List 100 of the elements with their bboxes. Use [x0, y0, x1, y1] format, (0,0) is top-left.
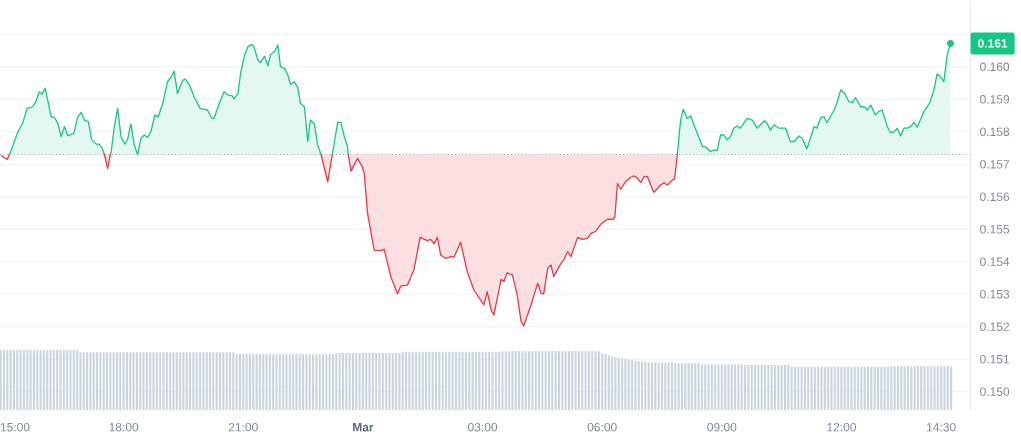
bar — [222, 352, 225, 410]
bar — [175, 352, 178, 410]
bar — [597, 351, 600, 410]
bar — [169, 352, 172, 410]
bar — [880, 366, 883, 410]
bar — [504, 351, 507, 410]
bar — [292, 354, 295, 410]
bar — [641, 362, 644, 410]
bar — [651, 362, 654, 410]
bar — [544, 351, 547, 410]
bar — [152, 352, 155, 410]
bar — [714, 364, 717, 410]
bar — [594, 351, 597, 410]
bar — [272, 354, 275, 410]
y-tick-label: 0.153 — [980, 289, 1010, 299]
bar — [890, 366, 893, 410]
bar — [903, 366, 906, 410]
bar — [72, 350, 75, 410]
bar — [750, 365, 753, 410]
bar — [817, 366, 820, 410]
bar — [833, 366, 836, 410]
bar — [255, 354, 258, 410]
bar — [534, 351, 537, 410]
bar — [202, 352, 205, 410]
bar — [727, 364, 730, 410]
bar — [873, 366, 876, 410]
bar — [341, 353, 344, 410]
bar — [312, 354, 315, 410]
bar — [2, 350, 6, 410]
bar — [351, 353, 354, 410]
bar — [451, 351, 454, 410]
bar — [444, 351, 448, 410]
bar — [32, 350, 35, 410]
bar — [405, 351, 408, 410]
bar — [587, 351, 590, 410]
bar — [664, 362, 667, 410]
bar — [69, 350, 72, 410]
bar — [528, 351, 531, 410]
bar — [285, 354, 288, 410]
bar — [524, 351, 527, 410]
bar — [936, 366, 939, 410]
bar — [700, 364, 703, 410]
bar — [66, 350, 69, 410]
bar — [554, 351, 557, 410]
bar — [388, 353, 391, 410]
bar — [302, 354, 305, 410]
bar — [870, 366, 873, 410]
bar — [119, 352, 122, 410]
bar — [235, 354, 238, 410]
bar — [248, 354, 251, 410]
bar — [777, 365, 780, 410]
bar — [704, 364, 707, 410]
bar — [790, 366, 793, 410]
bar — [920, 366, 923, 410]
x-tick-label: 03:00 — [468, 422, 498, 432]
bar — [305, 354, 308, 410]
bar — [468, 351, 471, 410]
bar — [481, 351, 484, 410]
bar — [29, 350, 32, 410]
bar — [724, 364, 727, 410]
bar — [720, 364, 723, 410]
bar — [9, 350, 12, 410]
bar — [863, 366, 866, 410]
bar — [96, 352, 99, 410]
bar — [325, 354, 328, 410]
bar — [381, 353, 384, 410]
bar — [514, 351, 517, 410]
bar — [375, 353, 378, 410]
bar — [767, 365, 770, 410]
bar — [232, 352, 235, 410]
bar — [129, 352, 132, 410]
bar — [89, 352, 92, 410]
bar — [159, 352, 162, 410]
x-tick-label: 09:00 — [707, 422, 737, 432]
bar — [179, 352, 182, 410]
bar — [837, 366, 840, 410]
bar — [867, 366, 870, 410]
bar — [740, 364, 743, 410]
bar — [22, 350, 25, 410]
bar — [680, 363, 683, 410]
bar — [335, 353, 338, 410]
bar — [149, 352, 152, 410]
bar — [139, 352, 142, 410]
y-tick-label: 0.157 — [980, 160, 1010, 169]
bar — [943, 366, 946, 410]
bar — [132, 352, 135, 410]
bar — [893, 366, 896, 410]
bar — [660, 362, 664, 410]
bar — [657, 362, 660, 410]
bar — [395, 353, 398, 410]
bar — [627, 359, 630, 410]
bar — [46, 350, 49, 410]
bar — [125, 352, 128, 410]
bar — [730, 364, 733, 410]
bar — [12, 350, 15, 410]
bar — [853, 366, 856, 410]
bar — [0, 350, 2, 410]
bar — [162, 352, 165, 410]
bar — [471, 351, 474, 410]
bar — [847, 366, 850, 410]
